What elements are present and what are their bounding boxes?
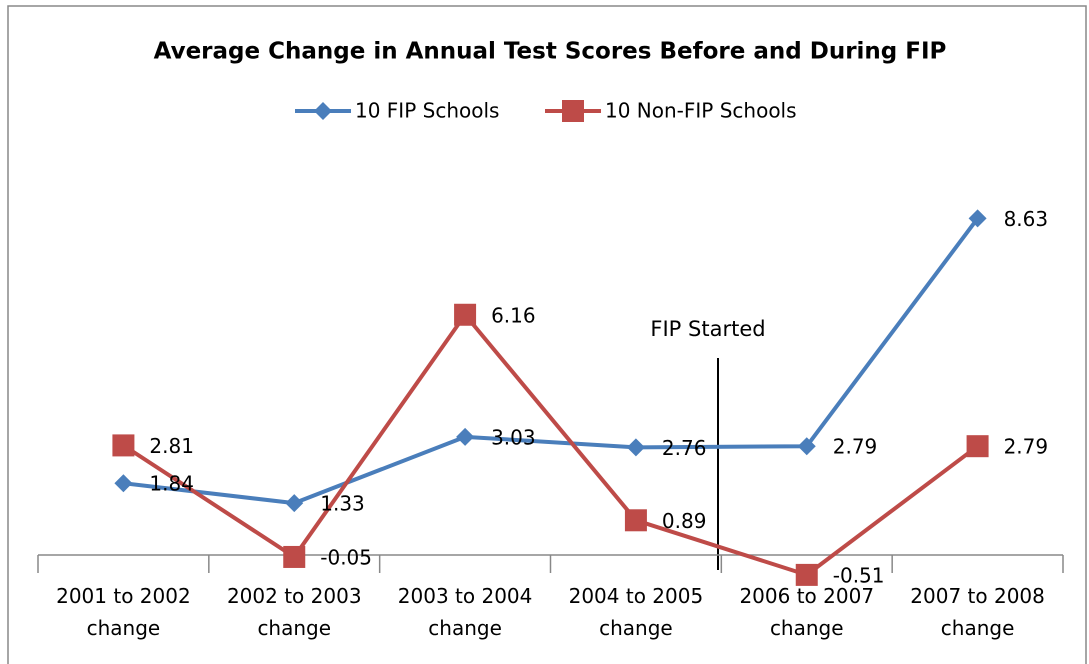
marker <box>114 474 133 493</box>
x-tick-label: 2004 to 2005 change <box>568 584 704 640</box>
legend-marker <box>314 102 332 120</box>
series-line <box>123 217 980 506</box>
data-label: 0.89 <box>662 509 707 533</box>
marker <box>456 427 475 446</box>
x-tick-label: 2001 to 2002 change <box>56 584 191 640</box>
data-label: -0.05 <box>320 545 372 569</box>
data-label: 2.81 <box>149 434 194 458</box>
marker <box>283 545 306 568</box>
x-tick-label: 2003 to 2004 change <box>397 584 533 640</box>
legend-marker <box>562 100 584 122</box>
marker <box>285 494 304 513</box>
marker <box>112 434 135 457</box>
data-label: 3.03 <box>491 425 536 449</box>
annotation: FIP Started <box>650 317 765 341</box>
data-label: 2.79 <box>1004 435 1049 459</box>
data-label: 2.76 <box>662 436 707 460</box>
data-label: 6.16 <box>491 303 536 327</box>
marker <box>624 509 647 532</box>
data-label: 2.79 <box>833 435 878 459</box>
data-label: 1.84 <box>149 472 194 496</box>
data-label: 8.63 <box>1004 207 1049 231</box>
chart-title: Average Change in Annual Test Scores Bef… <box>154 39 947 65</box>
x-tick-label: 2006 to 2007 change <box>739 584 875 640</box>
marker <box>797 437 816 456</box>
data-label: 1.33 <box>320 492 365 516</box>
chart-frame <box>7 5 1087 664</box>
x-tick-label: 2007 to 2008 change <box>910 584 1045 640</box>
marker <box>795 563 818 586</box>
x-tick-label: 2002 to 2003 change <box>226 584 362 640</box>
series-line <box>122 312 979 577</box>
legend-label: 10 FIP Schools <box>355 99 499 123</box>
marker <box>626 438 645 457</box>
marker <box>968 209 987 228</box>
marker <box>966 435 989 458</box>
marker <box>454 303 477 326</box>
data-label: -0.51 <box>833 563 885 587</box>
legend-label: 10 Non-FIP Schools <box>605 99 797 123</box>
